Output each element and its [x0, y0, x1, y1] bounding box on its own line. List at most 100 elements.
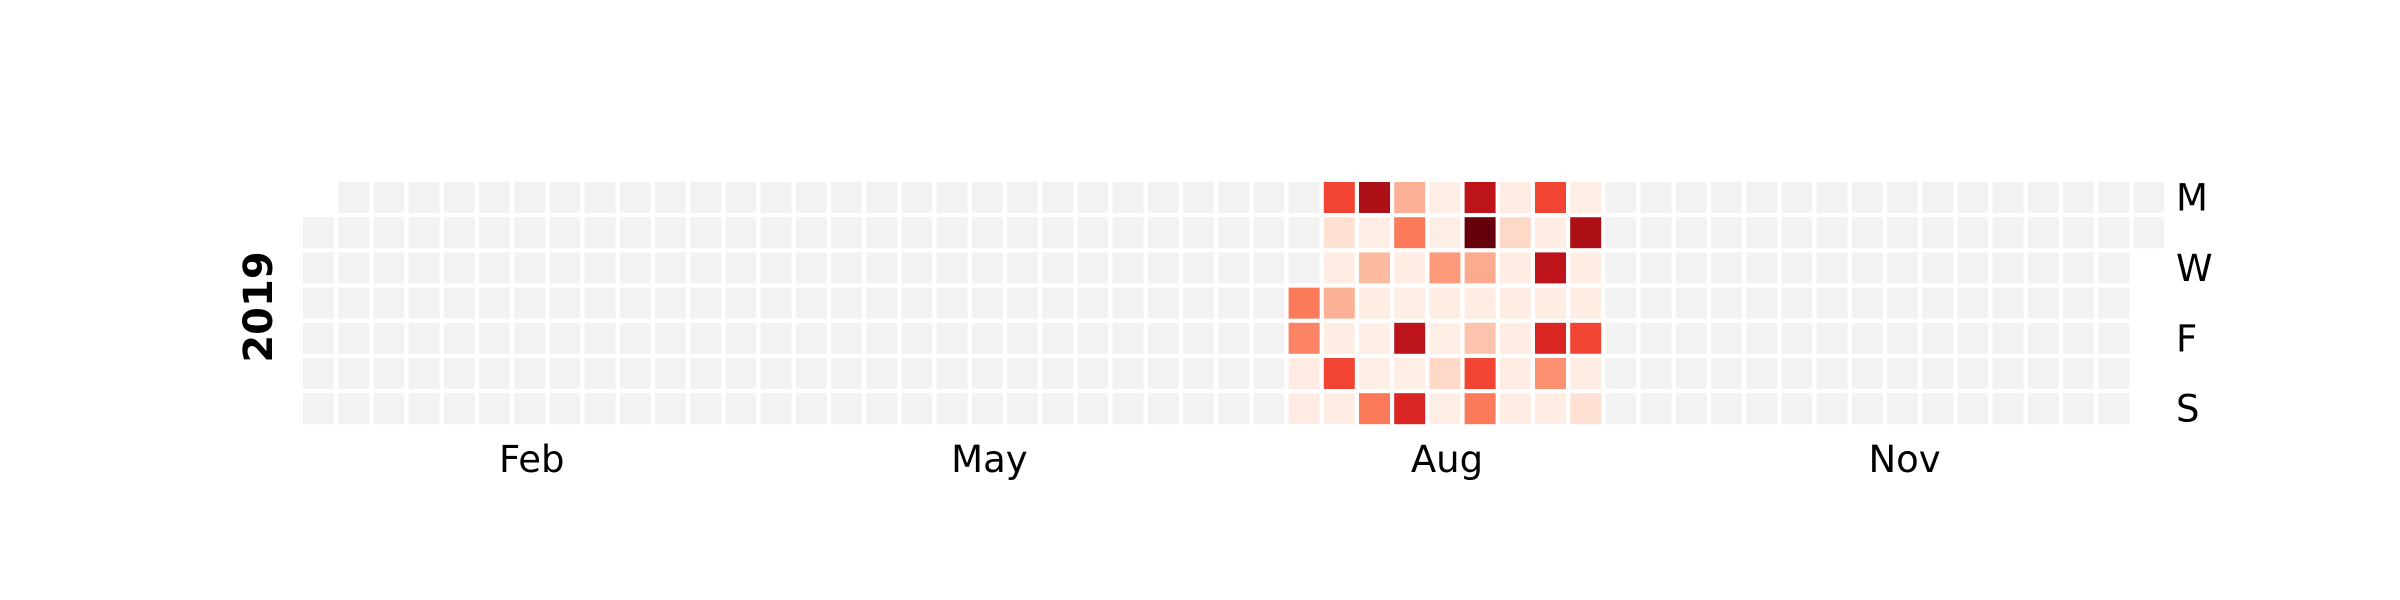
heatmap-cell: [373, 217, 405, 249]
heatmap-cell: [1816, 322, 1848, 354]
heatmap-cell: [725, 393, 757, 425]
heatmap-cell: [936, 358, 968, 389]
heatmap-cell: [1288, 217, 1320, 249]
heatmap-cell: [1605, 287, 1637, 319]
heatmap-cell: [1112, 322, 1144, 354]
heatmap-cell: [1147, 287, 1179, 319]
heatmap-cell: [1042, 217, 1074, 249]
heatmap-cell: [1535, 182, 1566, 213]
heatmap-cell: [443, 358, 475, 389]
heatmap-cell: [1323, 393, 1355, 425]
heatmap-cell: [1746, 252, 1778, 284]
heatmap-cell: [1535, 287, 1566, 319]
heatmap-cell: [514, 287, 546, 319]
heatmap-cell: [514, 182, 546, 213]
heatmap-cell: [443, 217, 475, 249]
heatmap-cell: [303, 217, 334, 249]
heatmap-cell: [725, 322, 757, 354]
heatmap-cell: [795, 182, 827, 213]
heatmap-cell: [971, 217, 1003, 249]
heatmap-cell: [936, 252, 968, 284]
heatmap-cell: [1007, 252, 1038, 284]
heatmap-cell: [619, 322, 651, 354]
heatmap-cell: [479, 393, 510, 425]
heatmap-cell: [795, 393, 827, 425]
heatmap-cell: [2133, 217, 2165, 249]
heatmap-cell: [795, 358, 827, 389]
heatmap-cell: [2063, 393, 2094, 425]
heatmap-cell: [1640, 287, 1672, 319]
heatmap-cell: [1711, 252, 1742, 284]
heatmap-cell: [725, 252, 757, 284]
heatmap-cell: [1042, 322, 1074, 354]
heatmap-cell: [1957, 393, 1989, 425]
heatmap-cell: [1218, 322, 1250, 354]
heatmap-cell: [690, 252, 722, 284]
heatmap-cell: [549, 252, 581, 284]
heatmap-cell: [584, 252, 616, 284]
heatmap-cell: [1218, 393, 1250, 425]
heatmap-cell: [795, 322, 827, 354]
heatmap-cell: [1887, 358, 1918, 389]
heatmap-cell: [1535, 358, 1566, 389]
heatmap-cell: [1147, 322, 1179, 354]
heatmap-cell: [760, 393, 792, 425]
month-labels: Feb May Aug Nov: [499, 438, 1941, 481]
heatmap-cell: [1711, 322, 1742, 354]
heatmap-cell: [479, 252, 510, 284]
heatmap-cell: [1675, 287, 1707, 319]
heatmap-cell: [901, 252, 933, 284]
heatmap-cell: [1147, 217, 1179, 249]
heatmap-cell: [1816, 252, 1848, 284]
heatmap-cell: [1394, 287, 1426, 319]
heatmap-cell: [443, 182, 475, 213]
heatmap-cell: [338, 358, 370, 389]
heatmap-cell: [373, 358, 405, 389]
heatmap-cell: [443, 322, 475, 354]
heatmap-cell: [1675, 252, 1707, 284]
heatmap-cell: [690, 217, 722, 249]
heatmap-cell: [901, 287, 933, 319]
heatmap-cell: [1218, 287, 1250, 319]
heatmap-cell: [1992, 322, 2024, 354]
heatmap-cell: [1957, 252, 1989, 284]
heatmap-cell: [2027, 182, 2059, 213]
heatmap-cell: [655, 217, 686, 249]
heatmap-cell: [1499, 287, 1531, 319]
heatmap-cell: [1077, 322, 1109, 354]
month-label: Aug: [1411, 438, 1483, 481]
heatmap-cell: [866, 287, 898, 319]
heatmap-cell: [1359, 393, 1390, 425]
heatmap-cell: [1781, 217, 1813, 249]
heatmap-cell: [1887, 287, 1918, 319]
heatmap-cell: [2098, 287, 2130, 319]
heatmap-cell: [1781, 322, 1813, 354]
heatmap-cell: [971, 358, 1003, 389]
heatmap-cell: [619, 287, 651, 319]
month-label: Nov: [1868, 438, 1940, 481]
heatmap-cell: [2063, 322, 2094, 354]
heatmap-cell: [514, 217, 546, 249]
heatmap-cell: [1922, 358, 1954, 389]
heatmap-cell: [690, 322, 722, 354]
heatmap-cell: [373, 252, 405, 284]
heatmap-cell: [443, 252, 475, 284]
heatmap-cell: [584, 393, 616, 425]
heatmap-cell: [2027, 252, 2059, 284]
heatmap-cell: [1323, 217, 1355, 249]
heatmap-cell: [1499, 217, 1531, 249]
heatmap-cell: [1253, 287, 1285, 319]
heatmap-cell: [338, 217, 370, 249]
heatmap-cell: [725, 182, 757, 213]
heatmap-cell: [795, 217, 827, 249]
heatmap-cell: [690, 358, 722, 389]
heatmap-cell: [1781, 287, 1813, 319]
heatmap-cell: [831, 358, 862, 389]
weekday-label: M: [2176, 177, 2208, 220]
heatmap-cell: [1323, 358, 1355, 389]
month-label: Feb: [499, 438, 565, 481]
heatmap-cell: [1253, 217, 1285, 249]
heatmap-cell: [725, 287, 757, 319]
heatmap-cell: [1711, 287, 1742, 319]
heatmap-cell: [1605, 322, 1637, 354]
